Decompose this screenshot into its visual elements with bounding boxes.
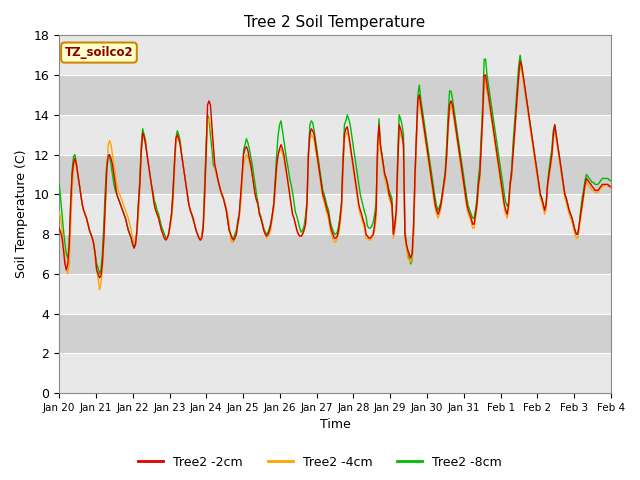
- Bar: [59, 194, 611, 234]
- Y-axis label: Soil Temperature (C): Soil Temperature (C): [15, 150, 28, 278]
- Text: TZ_soilco2: TZ_soilco2: [65, 46, 133, 59]
- Bar: [59, 313, 611, 353]
- X-axis label: Time: Time: [319, 419, 351, 432]
- Bar: [59, 353, 611, 393]
- Bar: [59, 274, 611, 313]
- Bar: [59, 36, 611, 75]
- Title: Tree 2 Soil Temperature: Tree 2 Soil Temperature: [244, 15, 426, 30]
- Legend: Tree2 -2cm, Tree2 -4cm, Tree2 -8cm: Tree2 -2cm, Tree2 -4cm, Tree2 -8cm: [133, 451, 507, 474]
- Bar: [59, 115, 611, 155]
- Bar: [59, 75, 611, 115]
- Bar: [59, 155, 611, 194]
- Bar: [59, 234, 611, 274]
